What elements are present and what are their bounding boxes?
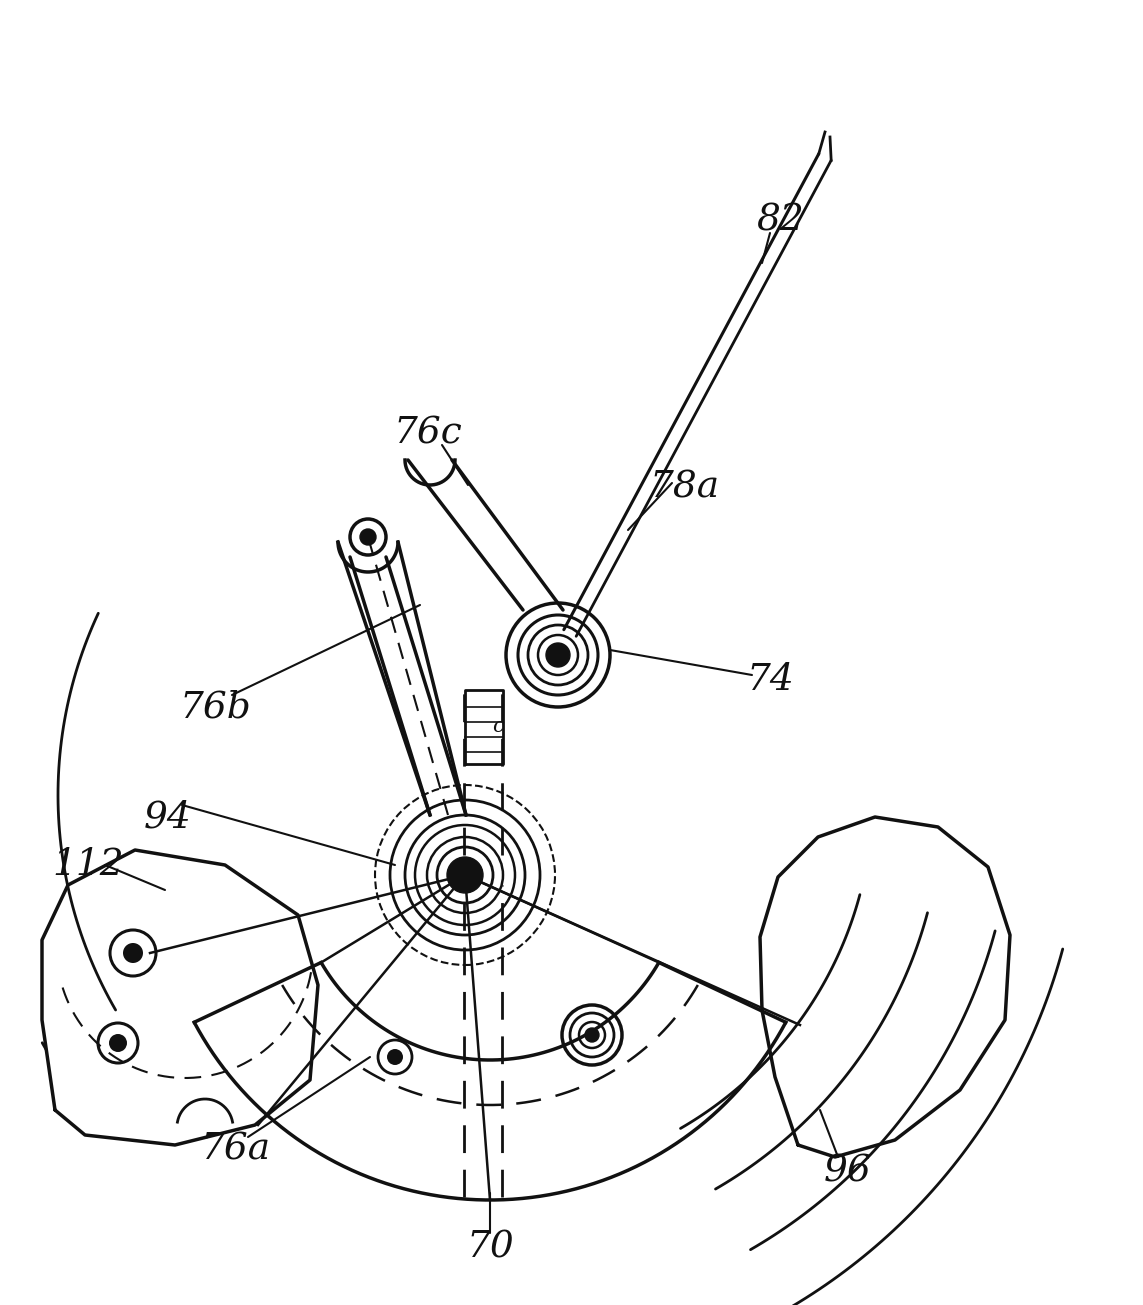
Text: 112: 112 xyxy=(53,847,123,883)
Text: 76c: 76c xyxy=(393,415,463,452)
Text: c: c xyxy=(491,716,504,736)
Circle shape xyxy=(387,1049,403,1065)
Text: 96: 96 xyxy=(824,1154,872,1190)
Circle shape xyxy=(546,643,570,667)
Circle shape xyxy=(585,1028,599,1041)
Circle shape xyxy=(360,529,376,545)
Text: 76a: 76a xyxy=(200,1131,270,1168)
Circle shape xyxy=(123,944,143,963)
Circle shape xyxy=(109,1034,127,1052)
Text: 78a: 78a xyxy=(650,468,720,505)
Text: 76b: 76b xyxy=(179,689,250,726)
Text: 82: 82 xyxy=(757,202,804,238)
Text: 94: 94 xyxy=(144,799,192,835)
Text: 70: 70 xyxy=(466,1229,514,1265)
Text: 74: 74 xyxy=(746,662,794,698)
Circle shape xyxy=(447,857,483,893)
